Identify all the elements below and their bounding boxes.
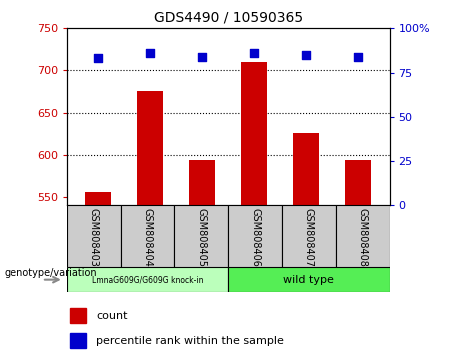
Bar xyxy=(137,91,163,205)
Bar xyxy=(174,205,228,267)
Bar xyxy=(336,205,390,267)
Title: GDS4490 / 10590365: GDS4490 / 10590365 xyxy=(154,10,303,24)
Point xyxy=(250,50,258,56)
Point xyxy=(302,52,310,58)
Text: LmnaG609G/G609G knock-in: LmnaG609G/G609G knock-in xyxy=(92,275,203,284)
Text: GSM808405: GSM808405 xyxy=(196,209,207,267)
Point xyxy=(147,50,154,56)
Bar xyxy=(282,205,336,267)
Text: GSM808408: GSM808408 xyxy=(358,209,368,267)
Text: GSM808406: GSM808406 xyxy=(250,209,260,267)
Text: genotype/variation: genotype/variation xyxy=(5,268,97,278)
Bar xyxy=(293,133,319,205)
Bar xyxy=(70,333,86,348)
Text: count: count xyxy=(96,311,127,321)
Bar xyxy=(67,205,121,267)
Text: wild type: wild type xyxy=(284,275,334,285)
Point xyxy=(355,54,362,59)
Bar xyxy=(345,160,371,205)
Bar xyxy=(241,62,267,205)
Bar xyxy=(67,267,228,292)
Point xyxy=(95,56,102,61)
Text: GSM808407: GSM808407 xyxy=(304,209,314,267)
Bar xyxy=(85,192,111,205)
Bar xyxy=(121,205,174,267)
Bar xyxy=(70,308,86,323)
Point xyxy=(199,54,206,59)
Bar xyxy=(228,205,282,267)
Text: GSM808403: GSM808403 xyxy=(89,209,99,267)
Text: percentile rank within the sample: percentile rank within the sample xyxy=(96,336,284,346)
Text: GSM808404: GSM808404 xyxy=(142,209,153,267)
Bar xyxy=(228,267,390,292)
Bar xyxy=(189,160,215,205)
